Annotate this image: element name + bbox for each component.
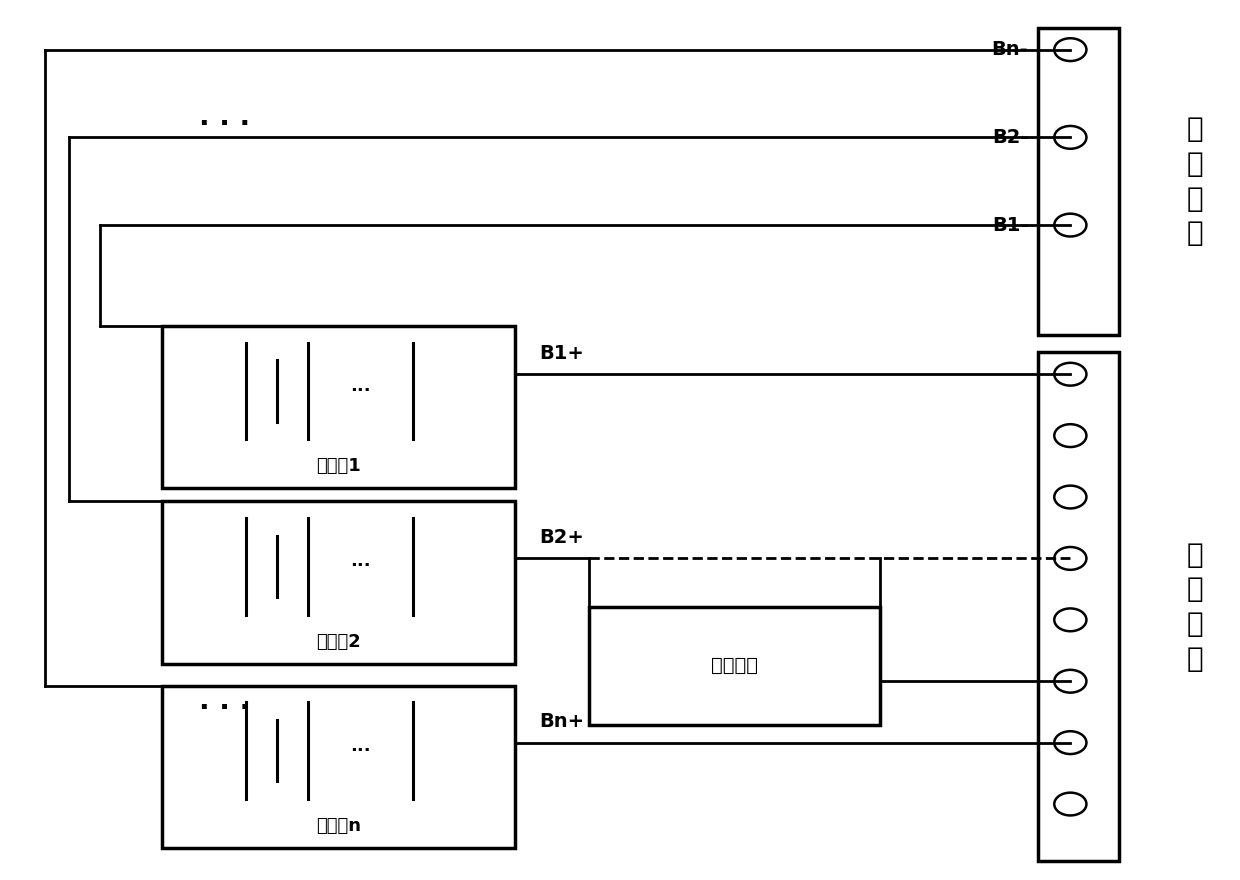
Text: ···: ··· — [351, 382, 371, 400]
Bar — [1038, 352, 1118, 861]
Text: B2+: B2+ — [539, 528, 584, 547]
Bar — [589, 606, 880, 725]
Text: B2-: B2- — [992, 128, 1028, 147]
Text: 并联工装: 并联工装 — [711, 656, 758, 675]
Text: · · ·: · · · — [198, 693, 249, 722]
Text: Bn-: Bn- — [992, 40, 1028, 59]
Text: B1-: B1- — [992, 216, 1028, 235]
Text: ···: ··· — [351, 557, 371, 576]
Text: B1+: B1+ — [539, 344, 584, 363]
Text: 电池组2: 电池组2 — [316, 633, 361, 651]
Bar — [162, 502, 515, 664]
Bar — [1038, 27, 1118, 334]
Text: Bn+: Bn+ — [539, 712, 585, 731]
Text: 电池组1: 电池组1 — [316, 458, 361, 475]
Text: 汇
流
排
正: 汇 流 排 正 — [1187, 541, 1204, 672]
Bar — [162, 326, 515, 488]
Text: 汇
流
排
负: 汇 流 排 负 — [1187, 115, 1204, 247]
Text: · · ·: · · · — [198, 110, 249, 138]
Bar — [162, 686, 515, 848]
Text: ···: ··· — [351, 742, 371, 759]
Text: 电池组n: 电池组n — [316, 817, 361, 835]
